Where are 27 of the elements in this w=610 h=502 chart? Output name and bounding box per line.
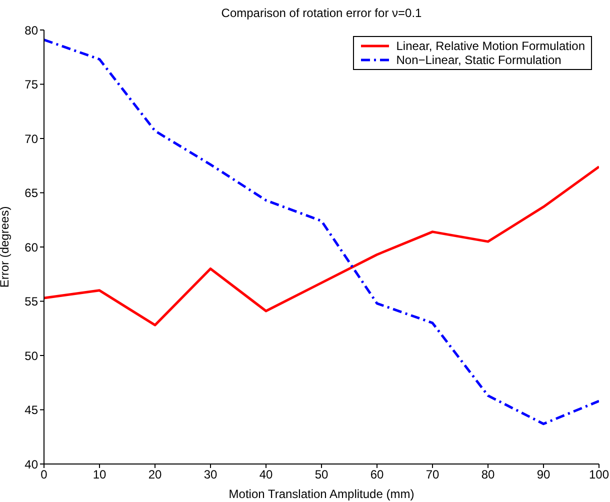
x-tick-label: 80 [481, 468, 495, 482]
y-tick-label: 70 [24, 132, 38, 146]
y-tick-label: 55 [24, 294, 38, 309]
line-series [44, 38, 599, 426]
y-tick-label: 60 [24, 240, 38, 254]
legend-label: Linear, Relative Motion Formulation [396, 39, 585, 53]
x-tick-label: 90 [536, 468, 550, 482]
y-tick-label: 40 [24, 457, 38, 472]
x-tick-label: 0 [40, 468, 48, 482]
legend-label: Non−Linear, Static Formulation [396, 53, 562, 67]
y-tick-label: 50 [24, 348, 38, 363]
y-tick-label: 80 [24, 23, 38, 38]
chart-title: Comparison of rotation error for ν=0.1 [220, 6, 423, 20]
x-tick-label: 10 [92, 468, 106, 482]
x-tick-label: 20 [148, 468, 162, 482]
x-tick-label: 100 [588, 468, 610, 482]
y-tick-label: 75 [24, 78, 38, 92]
x-tick-label: 50 [314, 468, 328, 482]
line-series [44, 165, 599, 326]
x-axis-title: Motion Translation Amplitude (mm) [228, 487, 414, 501]
y-axis-title: Error (degrees) [0, 206, 12, 288]
x-tick-label: 30 [204, 468, 218, 482]
x-tick-label: 70 [426, 468, 440, 482]
y-tick-label: 65 [24, 186, 38, 200]
x-tick-label: 40 [259, 468, 273, 482]
y-tick-label: 45 [24, 403, 38, 418]
x-tick-label: 60 [370, 468, 384, 482]
